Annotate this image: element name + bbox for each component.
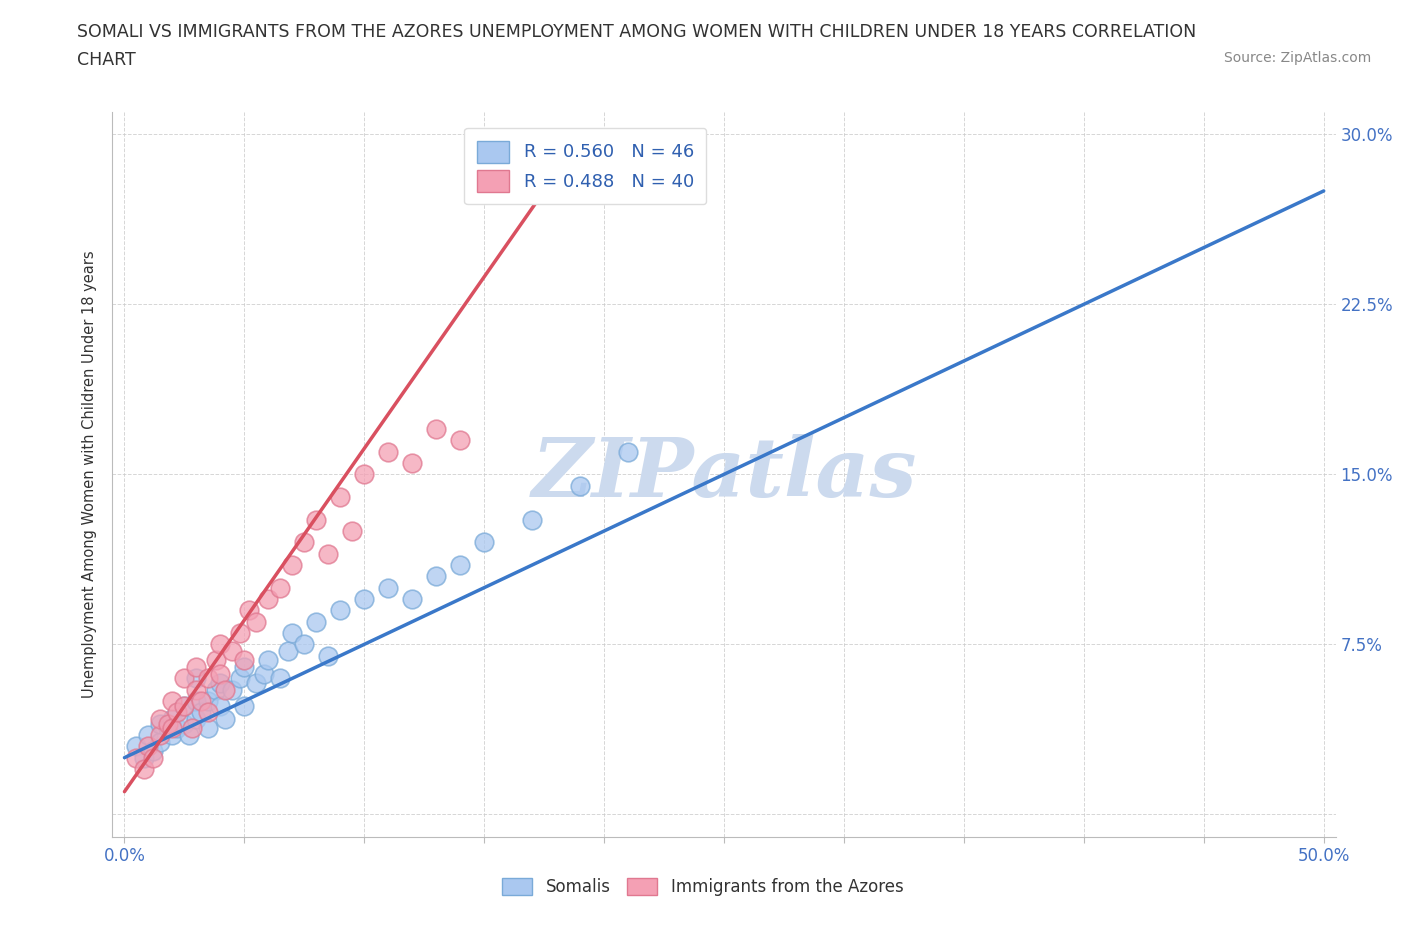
Text: ZIPatlas: ZIPatlas	[531, 434, 917, 514]
Point	[238, 603, 260, 618]
Point	[305, 614, 328, 629]
Point	[305, 512, 328, 527]
Point	[214, 683, 236, 698]
Point	[353, 591, 375, 606]
Point	[162, 711, 184, 726]
Point	[173, 671, 195, 685]
Point	[269, 580, 291, 595]
Point	[197, 671, 219, 685]
Point	[149, 711, 172, 726]
Point	[132, 751, 155, 765]
Point	[233, 698, 256, 713]
Point	[162, 694, 184, 709]
Point	[233, 653, 256, 668]
Point	[425, 421, 447, 436]
Point	[221, 644, 243, 658]
Point	[329, 489, 352, 504]
Point	[197, 721, 219, 736]
Point	[329, 603, 352, 618]
Point	[353, 467, 375, 482]
Point	[449, 558, 471, 573]
Point	[449, 432, 471, 447]
Text: Source: ZipAtlas.com: Source: ZipAtlas.com	[1223, 51, 1371, 65]
Point	[401, 591, 423, 606]
Point	[125, 738, 148, 753]
Point	[190, 705, 212, 720]
Point	[292, 637, 315, 652]
Point	[281, 626, 304, 641]
Point	[252, 666, 274, 681]
Point	[233, 659, 256, 674]
Point	[173, 698, 195, 713]
Point	[173, 716, 195, 731]
Point	[149, 716, 172, 731]
Point	[142, 751, 165, 765]
Point	[269, 671, 291, 685]
Point	[166, 705, 188, 720]
Point	[209, 675, 232, 690]
Point	[257, 653, 280, 668]
Legend: R = 0.560   N = 46, R = 0.488   N = 40: R = 0.560 N = 46, R = 0.488 N = 40	[464, 128, 706, 205]
Point	[186, 683, 208, 698]
Point	[377, 580, 399, 595]
Text: SOMALI VS IMMIGRANTS FROM THE AZORES UNEMPLOYMENT AMONG WOMEN WITH CHILDREN UNDE: SOMALI VS IMMIGRANTS FROM THE AZORES UNE…	[77, 23, 1197, 41]
Point	[228, 671, 250, 685]
Point	[228, 626, 250, 641]
Point	[132, 762, 155, 777]
Point	[342, 524, 364, 538]
Point	[204, 653, 226, 668]
Point	[197, 705, 219, 720]
Point	[401, 456, 423, 471]
Point	[186, 711, 208, 726]
Legend: Somalis, Immigrants from the Azores: Somalis, Immigrants from the Azores	[496, 871, 910, 903]
Point	[138, 738, 160, 753]
Point	[149, 735, 172, 750]
Point	[180, 721, 202, 736]
Text: CHART: CHART	[77, 51, 136, 69]
Point	[209, 698, 232, 713]
Y-axis label: Unemployment Among Women with Children Under 18 years: Unemployment Among Women with Children U…	[82, 250, 97, 698]
Point	[209, 637, 232, 652]
Point	[569, 478, 592, 493]
Point	[156, 716, 179, 731]
Point	[204, 683, 226, 698]
Point	[257, 591, 280, 606]
Point	[318, 546, 340, 561]
Point	[186, 671, 208, 685]
Point	[472, 535, 495, 550]
Point	[277, 644, 299, 658]
Point	[162, 721, 184, 736]
Point	[173, 698, 195, 713]
Point	[617, 445, 640, 459]
Point	[149, 727, 172, 742]
Point	[186, 694, 208, 709]
Point	[214, 711, 236, 726]
Point	[245, 675, 267, 690]
Point	[425, 569, 447, 584]
Point	[186, 659, 208, 674]
Point	[522, 512, 544, 527]
Point	[125, 751, 148, 765]
Point	[142, 743, 165, 758]
Point	[179, 727, 201, 742]
Point	[162, 727, 184, 742]
Point	[156, 721, 179, 736]
Point	[281, 558, 304, 573]
Point	[377, 445, 399, 459]
Point	[292, 535, 315, 550]
Point	[209, 666, 232, 681]
Point	[318, 648, 340, 663]
Point	[190, 694, 212, 709]
Point	[245, 614, 267, 629]
Point	[221, 683, 243, 698]
Point	[166, 721, 188, 736]
Point	[138, 727, 160, 742]
Point	[197, 694, 219, 709]
